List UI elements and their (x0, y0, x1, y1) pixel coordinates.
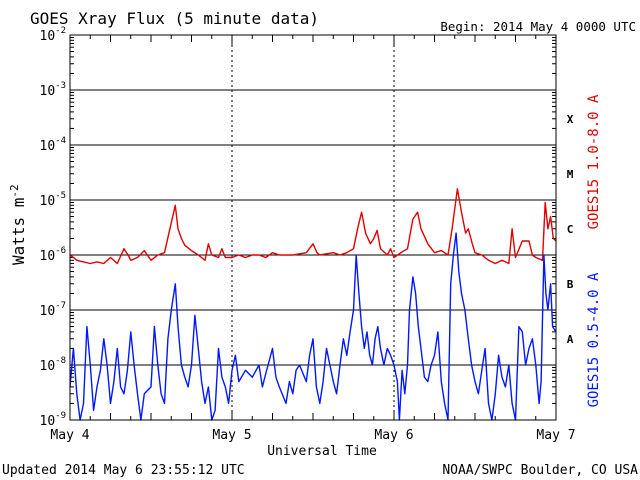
y-axis-ticks: 10-9 10-8 10-7 10-6 10-5 10-4 10-3 10-2 (40, 26, 556, 429)
y-tick-label: 10-9 (40, 411, 67, 429)
legend-short-channel: GOES15 0.5-4.0 A (586, 272, 602, 407)
x-axis-label: Universal Time (267, 444, 377, 459)
begin-time: Begin: 2014 May 4 0000 UTC (440, 19, 636, 34)
x-tick-label: May 4 (50, 428, 89, 443)
flare-class-x: X (567, 113, 574, 126)
x-axis-ticks: May 4 May 5 May 6 May 7 (50, 35, 576, 443)
flare-class-c: C (567, 223, 574, 236)
channel-labels: GOES15 1.0-8.0 A GOES15 0.5-4.0 A (586, 94, 602, 407)
x-tick-label: May 6 (374, 428, 413, 443)
y-tick-label: 10-4 (40, 136, 67, 154)
x-tick-label: May 7 (536, 428, 575, 443)
y-tick-label: 10-2 (40, 26, 67, 44)
plot-frame (69, 34, 557, 421)
grid-lines (70, 35, 556, 420)
flare-class-b: B (567, 278, 574, 291)
y-tick-label: 10-7 (40, 301, 67, 319)
chart-title: GOES Xray Flux (5 minute data) (30, 9, 319, 28)
updated-timestamp: Updated 2014 May 6 23:55:12 UTC (2, 463, 245, 478)
flare-class-m: M (567, 168, 574, 181)
y-axis-label: Watts m-2 (8, 184, 28, 265)
short-channel-line (69, 232, 557, 421)
y-axis-label-text: Watts m (9, 198, 28, 265)
y-tick-label: 10-6 (40, 246, 67, 264)
y-tick-label: 10-3 (40, 81, 67, 99)
legend-long-channel: GOES15 1.0-8.0 A (586, 94, 602, 229)
flare-class-labels: A B C M X (567, 113, 574, 346)
long-channel-line (69, 188, 557, 265)
y-axis-label-exponent: -2 (8, 184, 21, 197)
series-lines (69, 188, 557, 421)
x-tick-label: May 5 (212, 428, 251, 443)
y-tick-label: 10-8 (40, 356, 67, 374)
flare-class-a: A (567, 333, 574, 346)
credit-line: NOAA/SWPC Boulder, CO USA (442, 463, 638, 478)
y-tick-label: 10-5 (40, 191, 67, 209)
